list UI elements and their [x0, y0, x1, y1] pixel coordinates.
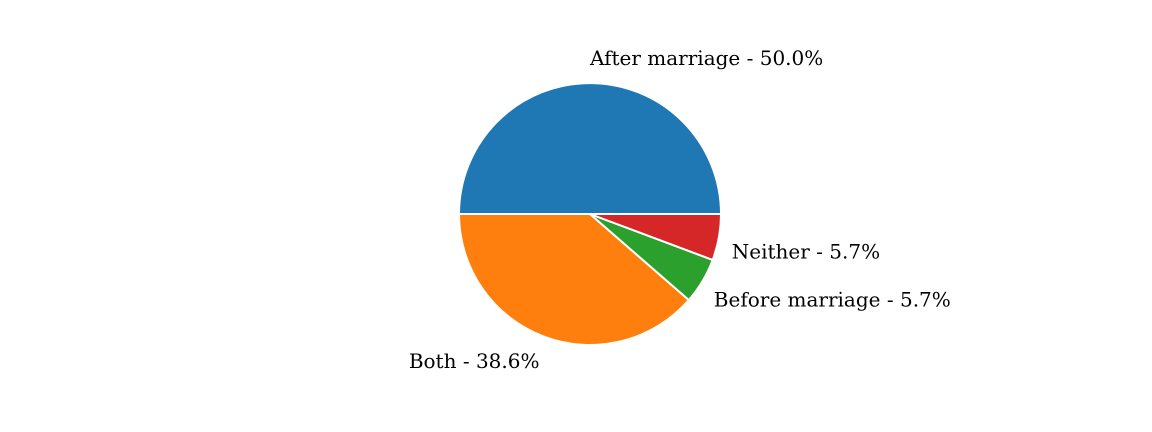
- pie-label-neither: Neither - 5.7%: [732, 240, 880, 264]
- pie-label-both: Both - 38.6%: [409, 349, 540, 373]
- pie-slice-neither: [589, 213, 722, 261]
- pie-labels: After marriage - 50.0% Both - 38.6% Before…: [409, 46, 951, 373]
- pie-slice-after-marriage: [458, 82, 722, 215]
- pie-slice-both: [458, 213, 690, 346]
- pie-label-before-marriage: Before marriage - 5.7%: [714, 288, 951, 312]
- pie-label-after-marriage: After marriage - 50.0%: [589, 46, 823, 70]
- pie-slices: [458, 82, 722, 346]
